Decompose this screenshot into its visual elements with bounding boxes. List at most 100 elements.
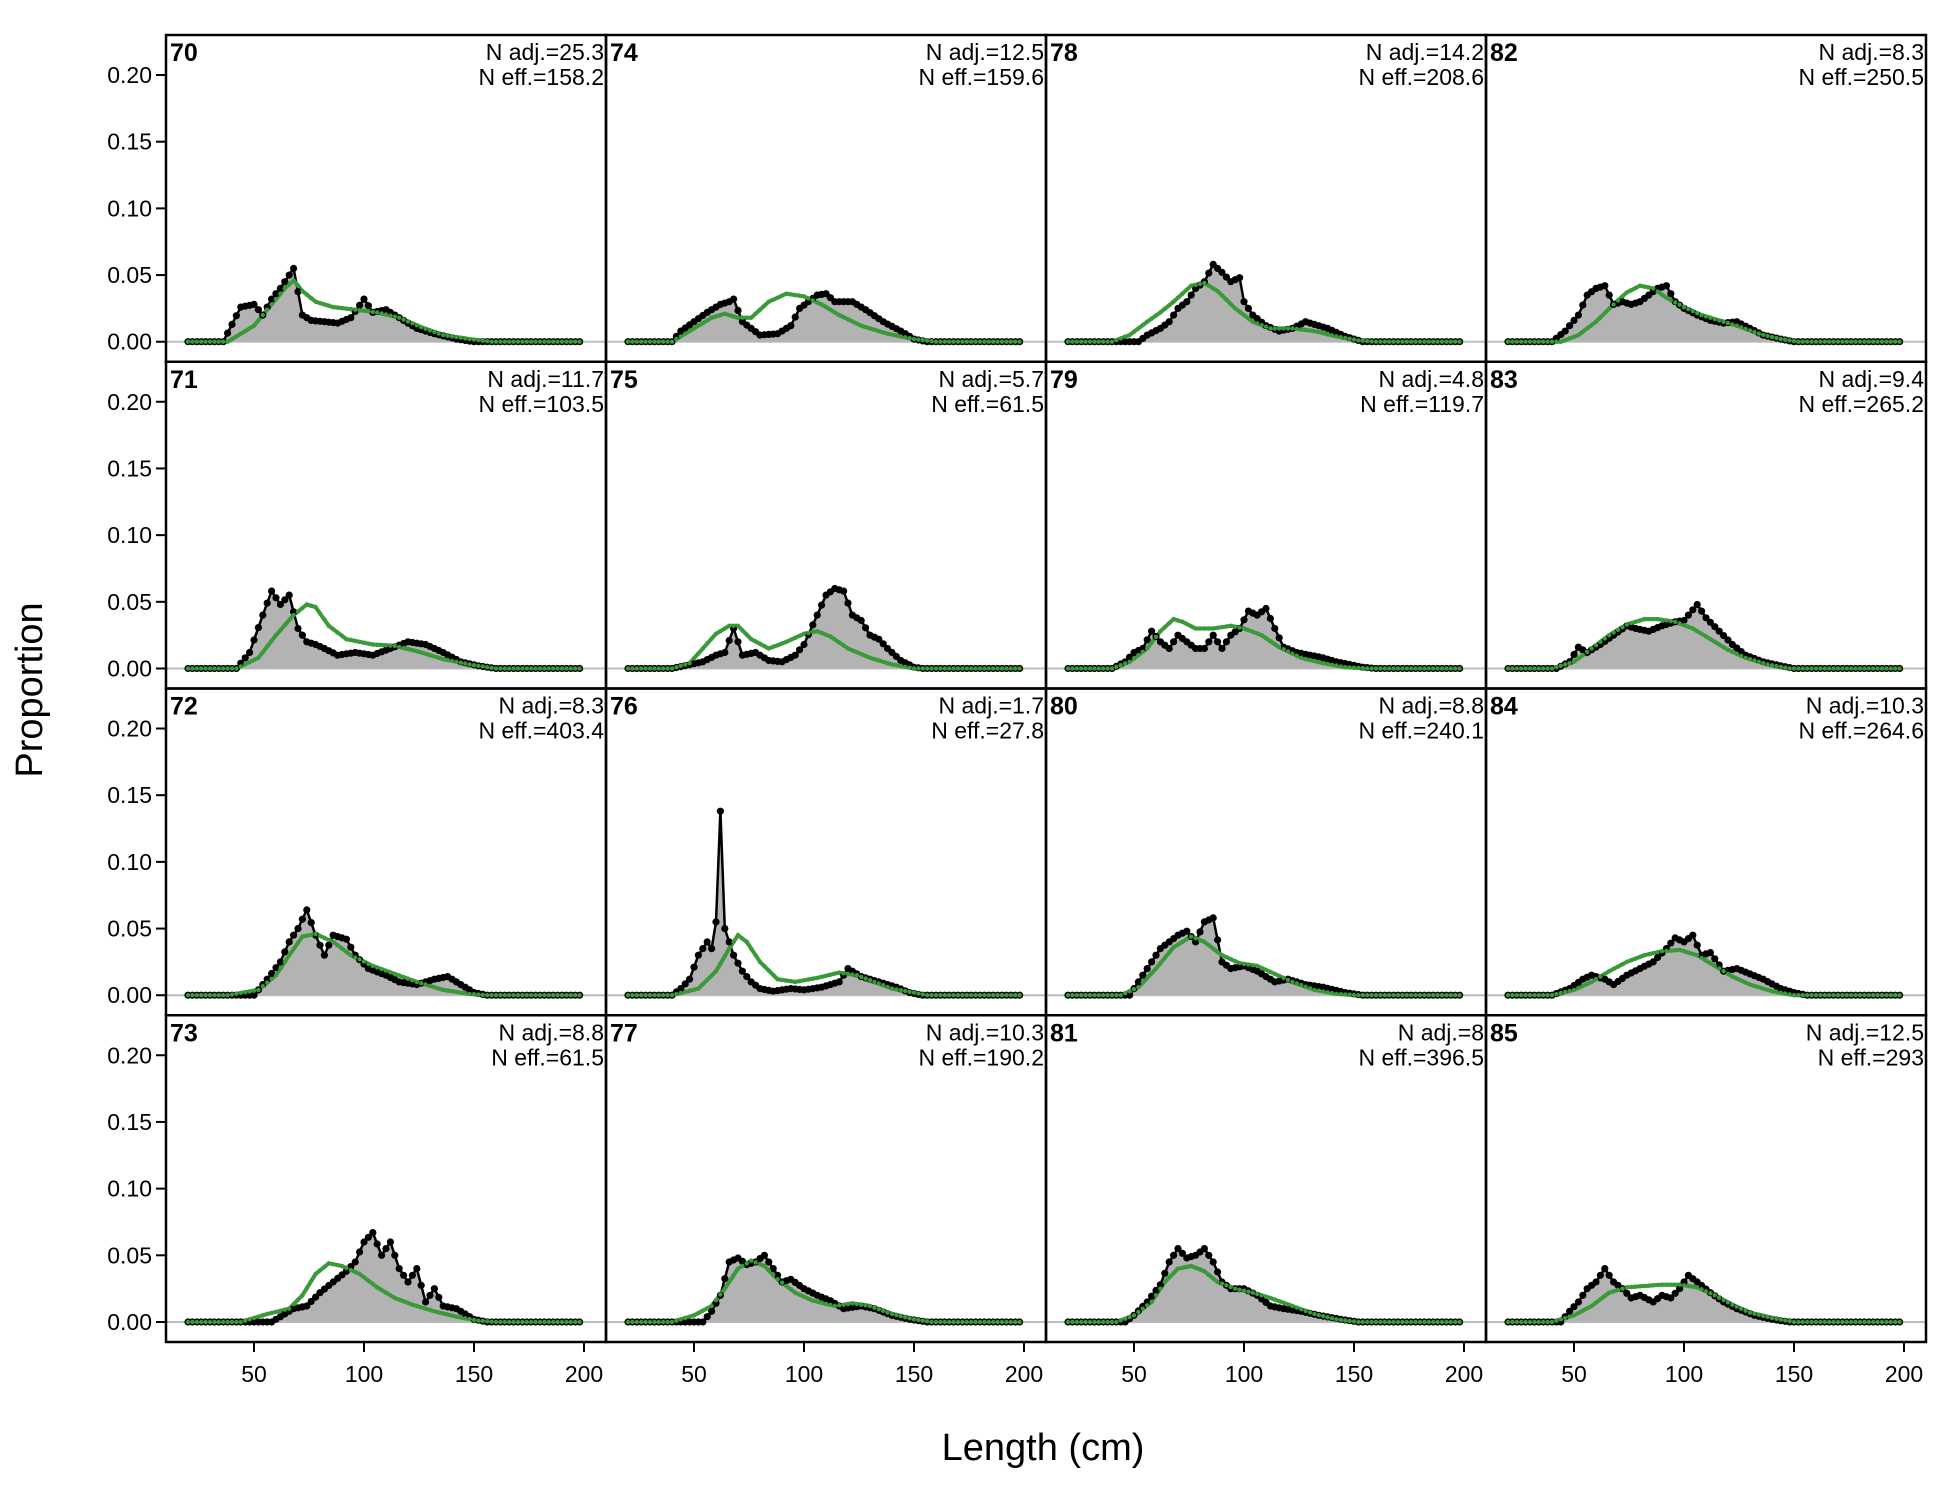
observed-point xyxy=(1706,618,1714,626)
expected-point xyxy=(546,666,551,671)
expected-point xyxy=(788,1287,793,1292)
expected-point xyxy=(1167,620,1172,626)
n-adj-text: N adj.=10.3 xyxy=(1806,693,1924,719)
expected-point xyxy=(1255,1291,1260,1297)
expected-point xyxy=(1219,953,1225,958)
expected-point xyxy=(991,1319,996,1325)
expected-point xyxy=(1532,666,1537,671)
expected-point xyxy=(185,1319,191,1325)
observed-point xyxy=(360,295,368,303)
y-tick-label: 0.00 xyxy=(107,982,152,1008)
expected-point xyxy=(850,648,855,653)
expected-point xyxy=(1756,659,1762,664)
expected-point xyxy=(1659,949,1665,954)
expected-point xyxy=(1255,963,1260,969)
expected-point xyxy=(779,1280,785,1285)
expected-point xyxy=(1299,655,1304,660)
expected-point xyxy=(1365,338,1370,344)
expected-point xyxy=(625,1319,631,1325)
observed-point xyxy=(285,591,293,599)
expected-point xyxy=(1351,337,1357,342)
panel-label: 83 xyxy=(1490,366,1518,394)
expected-point xyxy=(309,1278,314,1284)
expected-point xyxy=(925,338,930,343)
expected-point xyxy=(265,1311,270,1317)
expected-point xyxy=(1822,993,1828,998)
expected-point xyxy=(207,993,213,998)
expected-point xyxy=(1783,991,1788,996)
expected-point xyxy=(361,1275,367,1280)
expected-point xyxy=(529,339,534,344)
expected-point xyxy=(1373,666,1379,671)
expected-point xyxy=(247,1317,252,1322)
expected-point xyxy=(885,331,890,336)
observed-point xyxy=(716,807,725,815)
observed-point xyxy=(422,1298,430,1306)
expected-point xyxy=(1541,666,1546,671)
expected-point xyxy=(348,637,353,643)
expected-point xyxy=(1853,1319,1858,1325)
expected-point xyxy=(1783,1318,1788,1323)
expected-point xyxy=(533,339,538,344)
expected-point xyxy=(1708,961,1713,966)
expected-point xyxy=(1796,339,1801,344)
expected-point xyxy=(1268,326,1273,331)
expected-point xyxy=(920,666,925,671)
expected-point xyxy=(190,993,195,998)
expected-point xyxy=(1879,993,1885,998)
expected-point xyxy=(533,666,538,671)
expected-point xyxy=(1184,621,1190,627)
expected-point xyxy=(793,1290,798,1295)
expected-point xyxy=(1008,1319,1013,1325)
expected-point xyxy=(1453,339,1458,344)
expected-point xyxy=(1805,666,1810,671)
expected-point xyxy=(313,1271,318,1277)
expected-point xyxy=(1263,324,1269,329)
expected-point xyxy=(731,314,736,319)
expected-point xyxy=(625,666,631,671)
expected-point xyxy=(854,321,859,326)
expected-point xyxy=(568,666,573,671)
y-tick-label: 0.00 xyxy=(107,655,152,681)
expected-point xyxy=(678,334,683,339)
expected-point xyxy=(1567,661,1572,666)
expected-point xyxy=(1321,1313,1326,1319)
observed-point xyxy=(765,1258,773,1266)
expected-point xyxy=(727,946,732,951)
expected-point xyxy=(1409,666,1414,671)
expected-point xyxy=(388,970,393,975)
expected-point xyxy=(1646,616,1652,622)
expected-point xyxy=(1791,993,1797,998)
expected-point xyxy=(1532,1319,1537,1325)
expected-point xyxy=(1246,962,1251,967)
expected-point xyxy=(1334,1317,1339,1322)
expected-point xyxy=(1545,666,1550,671)
observed-point xyxy=(1601,282,1609,290)
expected-point xyxy=(1356,1319,1361,1325)
observed-point xyxy=(351,1258,359,1266)
y-tick-label: 0.15 xyxy=(107,455,152,481)
expected-point xyxy=(1505,666,1511,671)
expected-point xyxy=(1642,1283,1647,1289)
expected-point xyxy=(419,1305,424,1310)
expected-point xyxy=(731,939,736,945)
expected-point xyxy=(353,955,358,960)
expected-point xyxy=(1527,339,1533,344)
expected-point xyxy=(1651,1283,1656,1288)
expected-point xyxy=(1523,339,1528,344)
expected-point xyxy=(832,971,837,976)
expected-point xyxy=(405,319,411,324)
expected-point xyxy=(837,640,842,645)
expected-point xyxy=(317,611,323,616)
expected-point xyxy=(1571,334,1577,339)
expected-point xyxy=(1351,665,1357,670)
expected-point xyxy=(845,971,851,977)
expected-point xyxy=(1576,656,1581,661)
expected-point xyxy=(1131,1313,1137,1318)
expected-point xyxy=(300,288,305,294)
observed-point xyxy=(1570,1303,1578,1311)
expected-point xyxy=(687,661,692,666)
observed-point xyxy=(1579,1291,1587,1299)
expected-point xyxy=(489,339,494,344)
expected-point xyxy=(331,627,336,632)
